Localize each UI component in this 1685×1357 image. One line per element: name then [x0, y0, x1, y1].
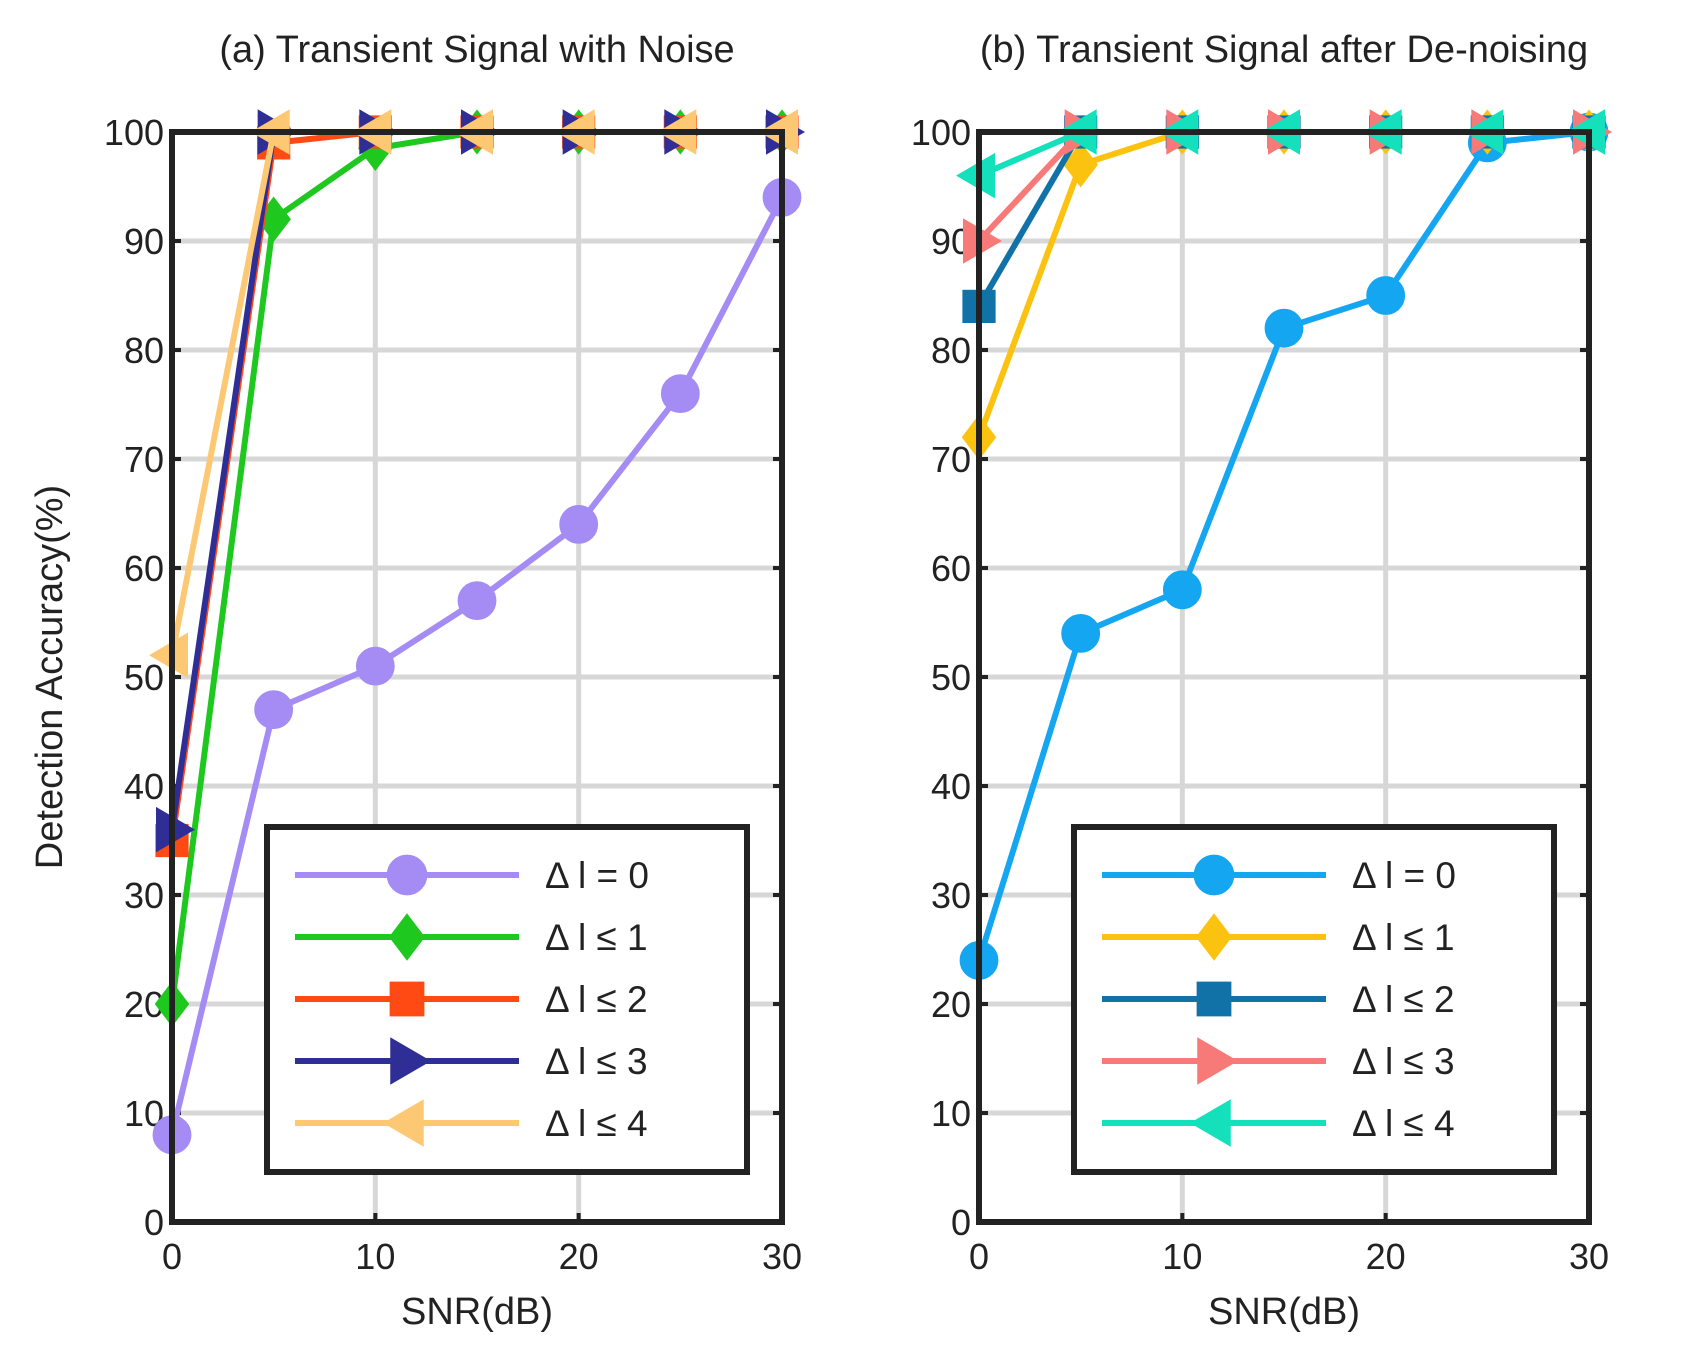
x-tick-label-30: 30: [762, 1236, 802, 1277]
data-point-le1-x5: [1063, 142, 1098, 188]
x-tick-label-0: 0: [162, 1236, 182, 1277]
legend-item-eq0: Δ l = 0: [1102, 854, 1456, 896]
y-tick-label-50: 50: [124, 657, 164, 698]
legend-label: Δ l ≤ 3: [1352, 1041, 1455, 1082]
x-tick-label-0: 0: [969, 1236, 989, 1277]
legend-marker-triangle-left: [382, 1099, 424, 1147]
x-tick-label-10: 10: [1162, 1236, 1202, 1277]
legend-a: Δ l = 0 Δ l ≤ 1 Δ l ≤ 2 Δ l ≤ 3 Δ l ≤ 4: [264, 824, 750, 1175]
legend-item-eq0: Δ l = 0: [295, 854, 649, 896]
legend-marker-square: [1196, 981, 1232, 1017]
legend-label: Δ l = 0: [545, 855, 649, 896]
data-point-eq0-x15: [457, 581, 497, 621]
legend-label: Δ l ≤ 4: [545, 1103, 648, 1144]
y-tick-label-80: 80: [931, 330, 971, 371]
data-point-eq0-x20: [1366, 276, 1406, 315]
legend-marker-circle: [386, 854, 428, 896]
x-axis-label-a: SNR(dB): [401, 1291, 553, 1333]
y-tick-label-90: 90: [124, 221, 164, 262]
y-tick-label-0: 0: [951, 1202, 971, 1243]
y-tick-label-100: 100: [104, 112, 164, 153]
y-tick-label-20: 20: [931, 984, 971, 1025]
y-tick-label-100: 100: [911, 112, 971, 153]
legend-label: Δ l ≤ 2: [1352, 979, 1455, 1020]
data-point-eq0-x5: [1061, 614, 1101, 653]
y-tick-label-10: 10: [931, 1093, 971, 1134]
legend-item-le3: Δ l ≤ 3: [295, 1037, 648, 1085]
legend-marker-diamond: [388, 913, 426, 961]
x-tick-label-20: 20: [1366, 1236, 1406, 1277]
data-point-eq0-x25: [660, 374, 700, 414]
axes-frame: [976, 129, 1592, 1225]
legend-marker-triangle-right: [1197, 1037, 1239, 1085]
y-axis-label-a: Detection Accuracy(%): [29, 485, 71, 869]
legend-marker-diamond: [1195, 913, 1233, 961]
y-tick-label-30: 30: [931, 875, 971, 916]
y-tick-label-70: 70: [124, 439, 164, 480]
series-eq0-a: [152, 178, 802, 1155]
y-tick-label-0: 0: [144, 1202, 164, 1243]
y-tick-label-70: 70: [931, 439, 971, 480]
legend-marker-square: [389, 981, 425, 1017]
chart-title-a: (a) Transient Signal with Noise: [219, 29, 734, 71]
legend-b: Δ l = 0 Δ l ≤ 1 Δ l ≤ 2 Δ l ≤ 3 Δ l ≤ 4: [1071, 824, 1557, 1175]
legend-item-le2: Δ l ≤ 2: [295, 979, 648, 1020]
legend-item-le1: Δ l ≤ 1: [1102, 913, 1455, 961]
data-point-eq0-x20: [559, 505, 599, 544]
y-tick-label-60: 60: [124, 548, 164, 589]
data-point-eq0-x5: [254, 690, 294, 730]
data-point-eq0-x10: [355, 646, 395, 686]
legend-label: Δ l ≤ 2: [545, 979, 648, 1020]
x-tick-label-30: 30: [1569, 1236, 1609, 1277]
legend-item-le4: Δ l ≤ 4: [295, 1099, 648, 1147]
axes-frame: [169, 129, 785, 1225]
y-tick-label-30: 30: [124, 875, 164, 916]
legend-label: Δ l ≤ 1: [1352, 917, 1455, 958]
x-tick-label-10: 10: [355, 1236, 395, 1277]
chart-title-b: (b) Transient Signal after De-noising: [980, 29, 1588, 71]
panel-b: (b) Transient Signal after De-noising 0 10…: [911, 29, 1612, 1333]
legend-label: Δ l ≤ 4: [1352, 1103, 1455, 1144]
legend-marker-triangle-right: [390, 1037, 432, 1085]
legend-label: Δ l ≤ 3: [545, 1041, 648, 1082]
legend-item-le2: Δ l ≤ 2: [1102, 979, 1455, 1020]
legend-marker-circle: [1193, 854, 1235, 896]
data-point-eq0-x10: [1162, 570, 1202, 610]
legend-label: Δ l ≤ 1: [545, 917, 648, 958]
x-tick-label-20: 20: [559, 1236, 599, 1277]
legend-item-le4: Δ l ≤ 4: [1102, 1099, 1455, 1147]
legend-item-le3: Δ l ≤ 3: [1102, 1037, 1455, 1085]
y-tick-label-60: 60: [931, 548, 971, 589]
legend-item-le1: Δ l ≤ 1: [295, 913, 648, 961]
x-axis-label-b: SNR(dB): [1208, 1291, 1360, 1333]
data-point-eq0-x15: [1264, 308, 1304, 348]
y-tick-label-80: 80: [124, 330, 164, 371]
legend-marker-triangle-left: [1189, 1099, 1231, 1147]
legend-label: Δ l = 0: [1352, 855, 1456, 896]
y-tick-label-40: 40: [124, 766, 164, 807]
panel-a: (a) Transient Signal with Noise 0 10 20 30 40…: [29, 29, 805, 1333]
y-tick-label-50: 50: [931, 657, 971, 698]
y-tick-label-40: 40: [931, 766, 971, 807]
